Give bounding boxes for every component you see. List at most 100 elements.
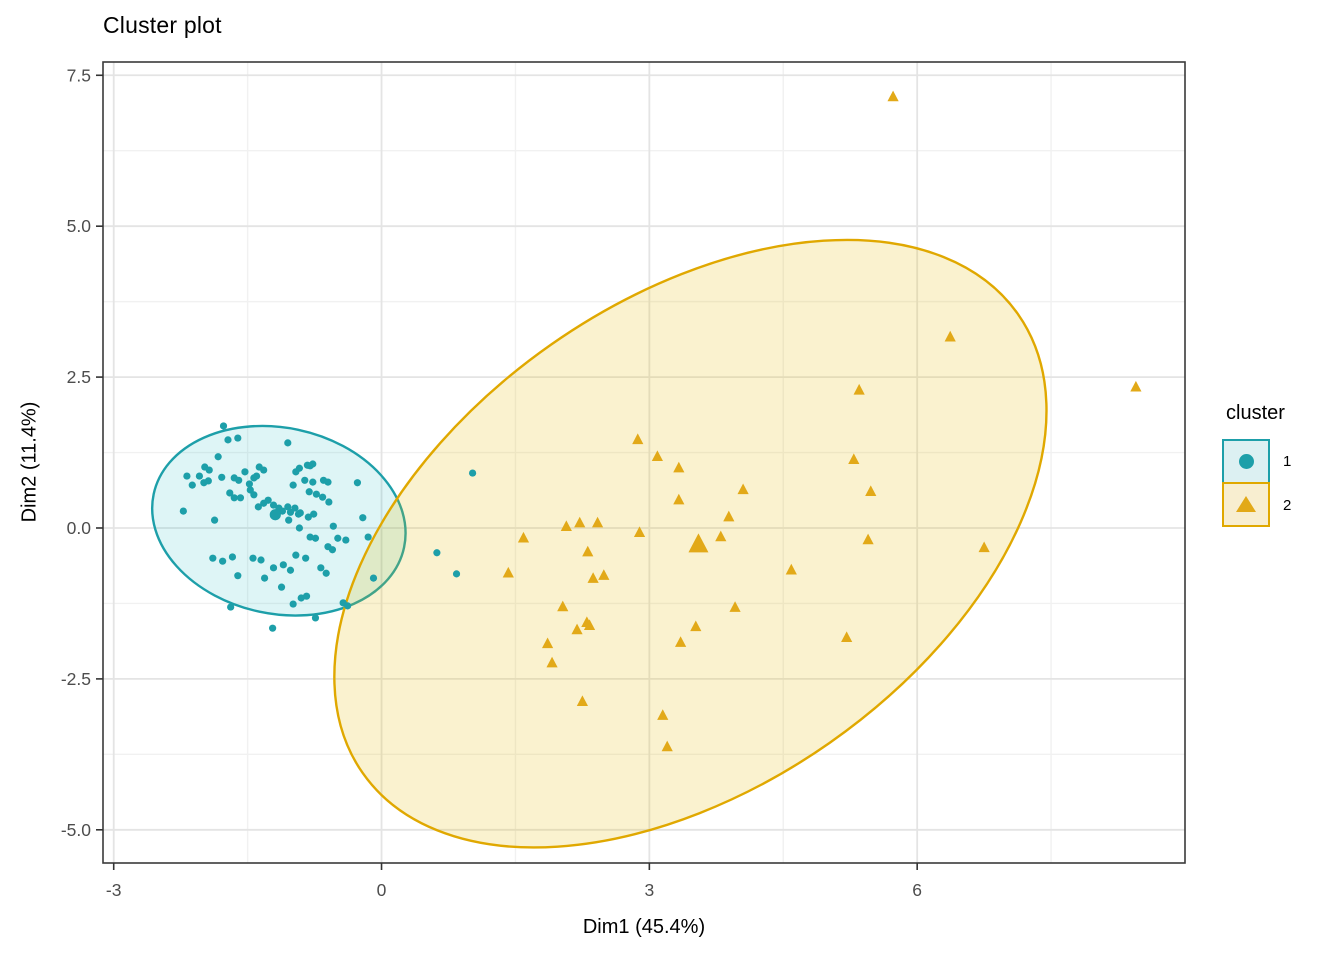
data-point-cluster1 [234, 572, 242, 580]
cluster-center-cluster1 [269, 509, 281, 521]
data-point-cluster1 [195, 472, 204, 480]
data-point-cluster1 [329, 522, 337, 530]
data-point-cluster1 [210, 516, 219, 524]
data-point-cluster2 [517, 531, 530, 543]
data-point-cluster2 [978, 541, 990, 553]
legend-label: 2 [1283, 496, 1292, 514]
data-point-cluster2 [862, 533, 874, 545]
legend-title: cluster [1226, 402, 1285, 424]
data-point-cluster2 [848, 453, 860, 464]
y-tick-label: 5.0 [67, 216, 92, 236]
data-point-cluster2 [865, 485, 877, 496]
data-point-cluster2 [657, 709, 669, 720]
confidence-ellipse-cluster1 [150, 424, 407, 617]
data-point-cluster1 [179, 507, 187, 515]
data-point-cluster1 [433, 549, 441, 557]
y-tick-label: 7.5 [67, 65, 91, 85]
legend-item-cluster2: 2 [1222, 481, 1292, 527]
x-tick-label: 6 [912, 880, 922, 900]
data-point-cluster1 [319, 493, 327, 501]
data-point-cluster1 [303, 461, 312, 469]
data-point-cluster1 [324, 478, 332, 486]
data-point-cluster2 [571, 623, 583, 635]
data-point-cluster1 [468, 469, 477, 477]
data-point-cluster2 [853, 383, 865, 395]
data-point-cluster1 [317, 564, 325, 572]
data-point-cluster1 [254, 503, 262, 511]
data-point-cluster2 [560, 520, 572, 531]
data-point-cluster2 [541, 637, 554, 649]
data-point-cluster1 [218, 473, 226, 481]
data-point-cluster2 [715, 530, 727, 542]
data-point-cluster1 [214, 453, 222, 461]
data-point-cluster1 [250, 491, 258, 499]
data-point-cluster2 [502, 566, 514, 578]
data-point-cluster2 [675, 636, 687, 647]
legend: cluster 1 2 [1222, 402, 1291, 527]
data-point-cluster1 [219, 422, 228, 430]
y-tick-label: -2.5 [61, 669, 91, 689]
y-tick-label: -5.0 [61, 820, 91, 840]
data-point-cluster1 [310, 510, 318, 518]
data-point-cluster1 [285, 516, 293, 524]
data-point-cluster1 [234, 434, 242, 442]
data-point-cluster1 [224, 436, 232, 444]
data-point-cluster2 [576, 695, 589, 707]
data-point-cluster1 [269, 624, 277, 632]
legend-key-cluster2 [1222, 481, 1270, 527]
data-point-cluster1 [278, 507, 287, 515]
data-point-cluster1 [226, 489, 234, 497]
y-axis-title: Dim2 (11.4%) [18, 401, 41, 523]
data-point-cluster2 [583, 619, 596, 630]
data-point-cluster2 [632, 433, 644, 445]
x-tick-label: 3 [644, 880, 654, 900]
data-point-cluster1 [369, 574, 378, 582]
y-tick-label: 0.0 [67, 518, 92, 538]
data-point-cluster2 [651, 450, 663, 461]
data-point-cluster1 [286, 508, 295, 516]
data-point-cluster1 [296, 509, 304, 517]
data-point-cluster1 [295, 524, 304, 532]
confidence-ellipse-cluster2 [333, 238, 1048, 849]
data-point-cluster2 [1130, 380, 1142, 392]
data-point-cluster1 [302, 554, 310, 562]
data-point-cluster1 [228, 553, 237, 561]
x-axis-title: Dim1 (45.4%) [582, 916, 706, 938]
data-point-cluster1 [301, 476, 309, 484]
data-point-cluster1 [304, 513, 312, 521]
data-point-cluster1 [284, 503, 292, 511]
data-point-cluster2 [591, 516, 604, 528]
data-point-cluster1 [353, 479, 362, 487]
data-point-cluster1 [204, 477, 212, 485]
data-point-cluster2 [729, 601, 741, 612]
data-point-cluster1 [257, 556, 265, 564]
data-point-cluster1 [230, 494, 238, 502]
data-point-cluster2 [582, 545, 594, 557]
data-point-cluster1 [279, 561, 287, 569]
legend-key-cluster1 [1222, 439, 1270, 484]
data-point-cluster1 [364, 533, 372, 541]
data-point-cluster2 [944, 330, 956, 342]
data-point-cluster1 [188, 481, 196, 489]
data-point-cluster2 [785, 563, 797, 575]
data-point-cluster2 [690, 620, 702, 632]
data-point-cluster2 [723, 510, 735, 522]
panel-border [102, 61, 1186, 864]
data-point-cluster1 [209, 554, 217, 562]
data-point-cluster1 [452, 570, 461, 578]
data-point-cluster2 [841, 631, 853, 643]
data-point-cluster1 [277, 583, 286, 591]
data-point-cluster2 [557, 600, 569, 612]
data-point-cluster2 [661, 740, 673, 752]
data-point-cluster1 [235, 476, 243, 484]
data-point-cluster1 [284, 439, 292, 447]
data-point-cluster1 [292, 551, 300, 559]
data-point-cluster1 [302, 592, 311, 600]
triangle-icon [1236, 496, 1256, 512]
data-point-cluster1 [286, 566, 295, 574]
data-point-cluster1 [205, 466, 213, 474]
data-point-cluster1 [309, 460, 317, 468]
data-point-cluster2 [574, 516, 586, 528]
data-point-cluster1 [236, 494, 245, 502]
